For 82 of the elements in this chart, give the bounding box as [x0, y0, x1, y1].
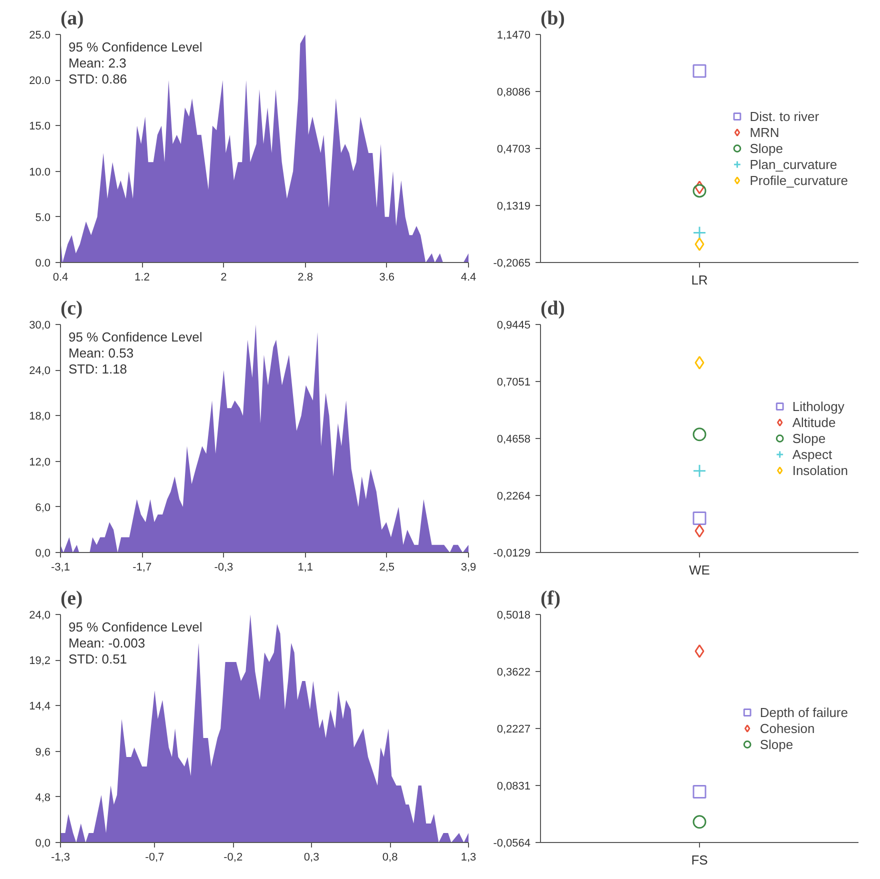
x-tick-label: -0,7: [145, 852, 164, 864]
y-tick-label: 0,0: [35, 838, 51, 850]
legend-label: Insolation: [792, 462, 848, 478]
x-tick-label: 0,8: [382, 852, 398, 864]
y-tick-label: 24,0: [29, 610, 51, 622]
y-tick-label: 12,0: [29, 456, 51, 468]
x-tick-label: 1.2: [134, 272, 150, 284]
x-tick-label: 3.6: [379, 272, 395, 284]
y-tick-label: 0,4658: [496, 434, 531, 446]
x-tick-label: 2,5: [379, 562, 395, 574]
legend-label: Slope: [750, 140, 783, 156]
x-tick-label: -0,2: [224, 852, 243, 864]
x-tick-label: 4.4: [460, 272, 476, 284]
y-tick-label: -0,0564: [493, 838, 531, 850]
annotation: Mean: 0.53: [68, 346, 134, 360]
y-tick-label: 24,0: [29, 365, 51, 378]
y-tick-label: 0.0: [35, 258, 51, 270]
x-tick-label: 1,1: [298, 562, 313, 574]
chart-title: (a): [60, 8, 84, 30]
y-tick-label: 0,0: [35, 548, 51, 560]
legend-label: Depth of failure: [760, 704, 848, 720]
chart-title: (d): [540, 298, 565, 320]
chart-title: (f): [540, 588, 560, 610]
y-tick-label: 25.0: [29, 30, 51, 42]
legend-label: Plan_curvature: [750, 156, 838, 172]
x-tick-label: 0,3: [304, 852, 320, 864]
legend-label: Lithology: [792, 398, 844, 414]
y-tick-label: 5.0: [35, 212, 51, 224]
legend-label: MRN: [750, 124, 780, 140]
y-tick-label: 30,0: [29, 320, 51, 332]
y-tick-label: 0,2264: [496, 490, 531, 503]
y-tick-label: 0,1319: [496, 200, 531, 212]
x-tick-label: 2: [220, 272, 227, 284]
legend-label: Slope: [760, 736, 794, 752]
y-tick-label: 4,8: [35, 792, 51, 804]
annotation: STD: 1.18: [68, 362, 128, 376]
y-tick-label: 0,7051: [496, 376, 531, 389]
y-tick-label: 14,4: [29, 700, 51, 713]
y-tick-label: 0,2227: [496, 724, 531, 736]
legend-label: Altitude: [792, 414, 836, 430]
annotation: 95 % Confidence Level: [68, 620, 202, 634]
y-tick-label: 0,0831: [496, 780, 531, 793]
legend-label: Dist. to river: [750, 108, 820, 124]
legend-label: Profile_curvature: [750, 172, 848, 188]
y-tick-label: 10.0: [29, 166, 51, 178]
y-tick-label: 18,0: [29, 410, 51, 423]
annotation: STD: 0.86: [68, 72, 128, 86]
y-tick-label: 19,2: [29, 655, 51, 668]
y-tick-label: -0,0129: [493, 548, 531, 560]
x-tick-label: 3,9: [460, 562, 476, 574]
y-tick-label: 0,5018: [496, 610, 531, 622]
annotation: STD: 0.51: [68, 652, 128, 666]
y-tick-label: 6,0: [35, 502, 51, 514]
y-tick-label: 0,9445: [496, 320, 531, 332]
chart-title: (c): [60, 298, 83, 320]
y-tick-label: 9,6: [35, 746, 51, 758]
x-tick-label: -1,7: [132, 562, 152, 574]
y-tick-label: 0,3622: [496, 666, 531, 679]
x-tick-label: 2.8: [298, 272, 313, 284]
annotation: Mean: 2.3: [68, 56, 126, 70]
x-tick-label: WE: [689, 562, 710, 578]
annotation: 95 % Confidence Level: [68, 330, 202, 344]
y-tick-label: 0,8086: [496, 86, 531, 99]
x-tick-label: LR: [691, 272, 708, 288]
legend-label: Aspect: [792, 446, 832, 462]
legend-label: Slope: [792, 430, 826, 446]
x-tick-label: -1,3: [51, 852, 70, 864]
x-tick-label: -3,1: [51, 562, 70, 574]
x-tick-label: 1,3: [460, 852, 476, 864]
y-tick-label: 1,1470: [496, 30, 531, 42]
legend-label: Cohesion: [760, 720, 815, 736]
x-tick-label: -0,3: [214, 562, 234, 574]
chart-title: (b): [540, 8, 565, 30]
y-tick-label: 0,4703: [496, 143, 531, 156]
x-tick-label: 0.4: [52, 272, 68, 284]
y-tick-label: 15.0: [29, 120, 51, 133]
y-tick-label: -0,2065: [493, 258, 531, 270]
annotation: 95 % Confidence Level: [68, 40, 202, 54]
chart-title: (e): [60, 588, 83, 610]
annotation: Mean: -0.003: [68, 636, 146, 650]
x-tick-label: FS: [691, 852, 708, 868]
y-tick-label: 20.0: [29, 75, 51, 88]
